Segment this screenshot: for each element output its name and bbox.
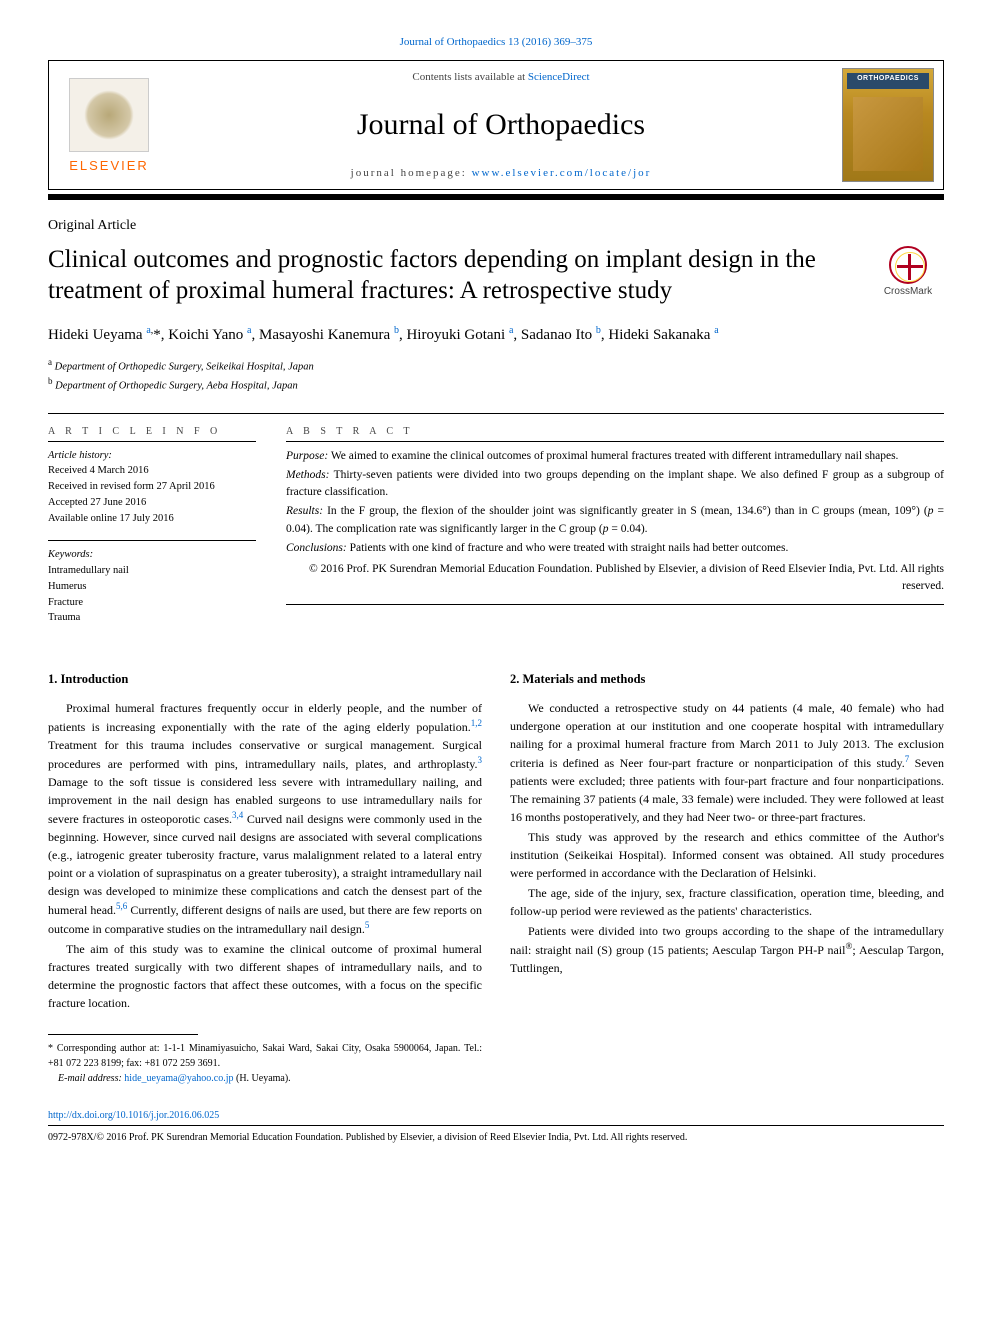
history-line: Received 4 March 2016 [48, 465, 149, 476]
history-line: Accepted 27 June 2016 [48, 497, 146, 508]
footer-rule [48, 1125, 944, 1126]
homepage-link[interactable]: www.elsevier.com/locate/jor [472, 167, 652, 179]
masthead: ELSEVIER Contents lists available at Sci… [48, 60, 944, 190]
masthead-center: Contents lists available at ScienceDirec… [169, 61, 833, 189]
corr-text: Corresponding author at: 1-1-1 Minamiyas… [48, 1043, 482, 1069]
abstract-copyright: © 2016 Prof. PK Surendran Memorial Educa… [286, 561, 944, 596]
cover-thumb-block [833, 61, 943, 189]
affiliation-b: b Department of Orthopedic Surgery, Aeba… [48, 375, 944, 394]
contents-prefix: Contents lists available at [412, 71, 527, 83]
body-para: This study was approved by the research … [510, 828, 944, 882]
email-label: E-mail address: [58, 1073, 124, 1084]
citation-line: Journal of Orthopaedics 13 (2016) 369–37… [48, 36, 944, 48]
journal-cover-icon [842, 68, 934, 182]
section-heading: 2. Materials and methods [510, 670, 944, 689]
corr-email-link[interactable]: hide_ueyama@yahoo.co.jp [124, 1073, 233, 1084]
history-line: Received in revised form 27 April 2016 [48, 481, 215, 492]
masthead-rule [48, 194, 944, 200]
crossmark-badge[interactable]: CrossMark [872, 246, 944, 297]
keywords-label: Keywords: [48, 549, 93, 560]
elsevier-tree-icon [69, 78, 149, 152]
section-rule [48, 413, 944, 414]
page-footer: http://dx.doi.org/10.1016/j.jor.2016.06.… [48, 1108, 944, 1145]
body-para: The aim of this study was to examine the… [48, 940, 482, 1012]
history-label: Article history: [48, 450, 112, 461]
abstract-para: Purpose: We aimed to examine the clinica… [286, 448, 944, 465]
abstract-body: Purpose: We aimed to examine the clinica… [286, 448, 944, 596]
corr-email-paren: (H. Ueyama). [233, 1073, 290, 1084]
affiliations: a Department of Orthopedic Surgery, Seik… [48, 356, 944, 395]
article-type: Original Article [48, 218, 944, 234]
issn-line: 0972-978X/© 2016 Prof. PK Surendran Memo… [48, 1132, 687, 1143]
abstract-para: Methods: Thirty-seven patients were divi… [286, 467, 944, 502]
body-text: 1. Introduction Proximal humeral fractur… [48, 662, 944, 1086]
elsevier-wordmark: ELSEVIER [69, 158, 149, 173]
keyword: Intramedullary nail [48, 565, 129, 576]
abstract-column: A B S T R A C T Purpose: We aimed to exa… [286, 426, 944, 641]
article-title: Clinical outcomes and prognostic factors… [48, 244, 858, 307]
section-heading: 1. Introduction [48, 670, 482, 689]
abstract-head: A B S T R A C T [286, 426, 944, 442]
abstract-para: Results: In the F group, the flexion of … [286, 503, 944, 538]
publisher-logo-block: ELSEVIER [49, 61, 169, 189]
article-history-block: Article history: Received 4 March 2016 R… [48, 448, 256, 527]
crossmark-label: CrossMark [884, 286, 932, 297]
homepage-line: journal homepage: www.elsevier.com/locat… [177, 167, 825, 179]
info-separator [48, 540, 256, 541]
keywords-block: Keywords: Intramedullary nail Humerus Fr… [48, 547, 256, 626]
body-para: Patients were divided into two groups ac… [510, 922, 944, 977]
citation-link[interactable]: Journal of Orthopaedics 13 (2016) 369–37… [400, 36, 593, 48]
contents-available: Contents lists available at ScienceDirec… [177, 71, 825, 83]
article-info-head: A R T I C L E I N F O [48, 426, 256, 442]
body-para: The age, side of the injury, sex, fractu… [510, 884, 944, 920]
corresponding-block: * Corresponding author at: 1-1-1 Minamiy… [48, 1034, 482, 1086]
abstract-rule [286, 604, 944, 605]
corr-marker: * [48, 1043, 53, 1054]
keyword: Humerus [48, 581, 87, 592]
keyword: Trauma [48, 612, 80, 623]
doi-link[interactable]: http://dx.doi.org/10.1016/j.jor.2016.06.… [48, 1110, 219, 1121]
abstract-para: Conclusions: Patients with one kind of f… [286, 540, 944, 557]
keyword: Fracture [48, 597, 83, 608]
sciencedirect-link[interactable]: ScienceDirect [528, 71, 590, 83]
body-para: Proximal humeral fractures frequently oc… [48, 699, 482, 938]
body-para: We conducted a retrospective study on 44… [510, 699, 944, 826]
affiliation-a: a Department of Orthopedic Surgery, Seik… [48, 356, 944, 375]
corresponding-rule [48, 1034, 198, 1035]
journal-name: Journal of Orthopaedics [177, 108, 825, 142]
crossmark-icon [889, 246, 927, 284]
history-line: Available online 17 July 2016 [48, 513, 174, 524]
authors-line: Hideki Ueyama a,*, Koichi Yano a, Masayo… [48, 323, 944, 347]
homepage-prefix: journal homepage: [351, 167, 472, 179]
article-info-column: A R T I C L E I N F O Article history: R… [48, 426, 256, 641]
